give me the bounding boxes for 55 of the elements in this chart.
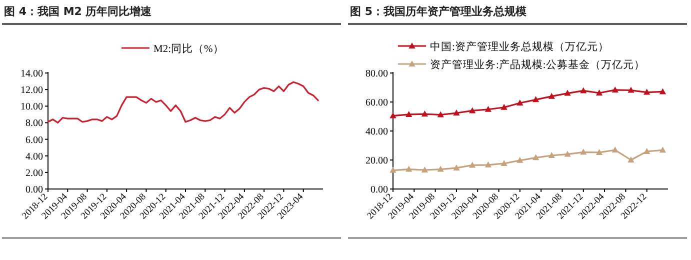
point — [500, 160, 508, 166]
y-tick-label: 4.00 — [26, 151, 43, 162]
chart-title: 图 4：我国 M2 历年同比增速 — [4, 5, 153, 18]
point — [532, 154, 540, 160]
point — [596, 148, 603, 155]
point — [548, 152, 555, 158]
point — [612, 86, 618, 92]
point — [516, 100, 524, 106]
point — [659, 88, 666, 94]
point — [612, 146, 618, 152]
point — [453, 164, 460, 170]
chart-title: 图 5：我国历年资产管理业务总规模 — [350, 5, 528, 18]
point — [484, 161, 492, 168]
point — [548, 92, 555, 99]
point — [564, 150, 571, 157]
y-tick-label: 6.00 — [26, 134, 43, 146]
point — [644, 88, 650, 95]
y-tick-label: 0.00 — [26, 184, 43, 196]
y-tick-label: 0.00 — [370, 184, 388, 196]
point — [500, 104, 508, 110]
y-tick-label: 20.00 — [366, 156, 388, 166]
y-tick-label: 10.00 — [20, 102, 43, 113]
y-tick-label: 12.00 — [20, 85, 43, 96]
point — [644, 148, 650, 154]
y-tick-label: 2.00 — [26, 168, 43, 179]
point — [437, 166, 444, 172]
point — [516, 156, 524, 163]
point — [390, 166, 396, 173]
point — [469, 162, 476, 168]
point — [469, 107, 476, 114]
y-tick-label: 14.00 — [20, 68, 43, 80]
y-tick-label: 40.00 — [366, 126, 388, 138]
point — [421, 110, 428, 117]
legend-label: 资产管理业务:产品规模:公募基金（万亿元） — [430, 58, 645, 71]
y-tick-label: 8.00 — [26, 118, 43, 130]
point — [484, 106, 492, 112]
point — [628, 156, 634, 162]
point — [453, 110, 460, 116]
line-series — [47, 81, 319, 124]
point — [437, 111, 444, 118]
y-tick-label: 60.00 — [366, 98, 388, 108]
point — [659, 146, 666, 153]
point — [532, 96, 540, 102]
point — [596, 90, 603, 96]
point — [390, 112, 396, 118]
point — [421, 166, 428, 173]
point — [580, 148, 587, 155]
point — [580, 87, 587, 94]
point — [406, 166, 412, 172]
point — [628, 86, 634, 93]
y-tick-label: 80.00 — [366, 68, 388, 80]
point — [406, 110, 412, 117]
legend-label: M2:同比（%） — [154, 42, 224, 55]
point — [564, 90, 571, 96]
legend-label: 中国:资产管理业务总规模（万亿元） — [430, 40, 609, 53]
